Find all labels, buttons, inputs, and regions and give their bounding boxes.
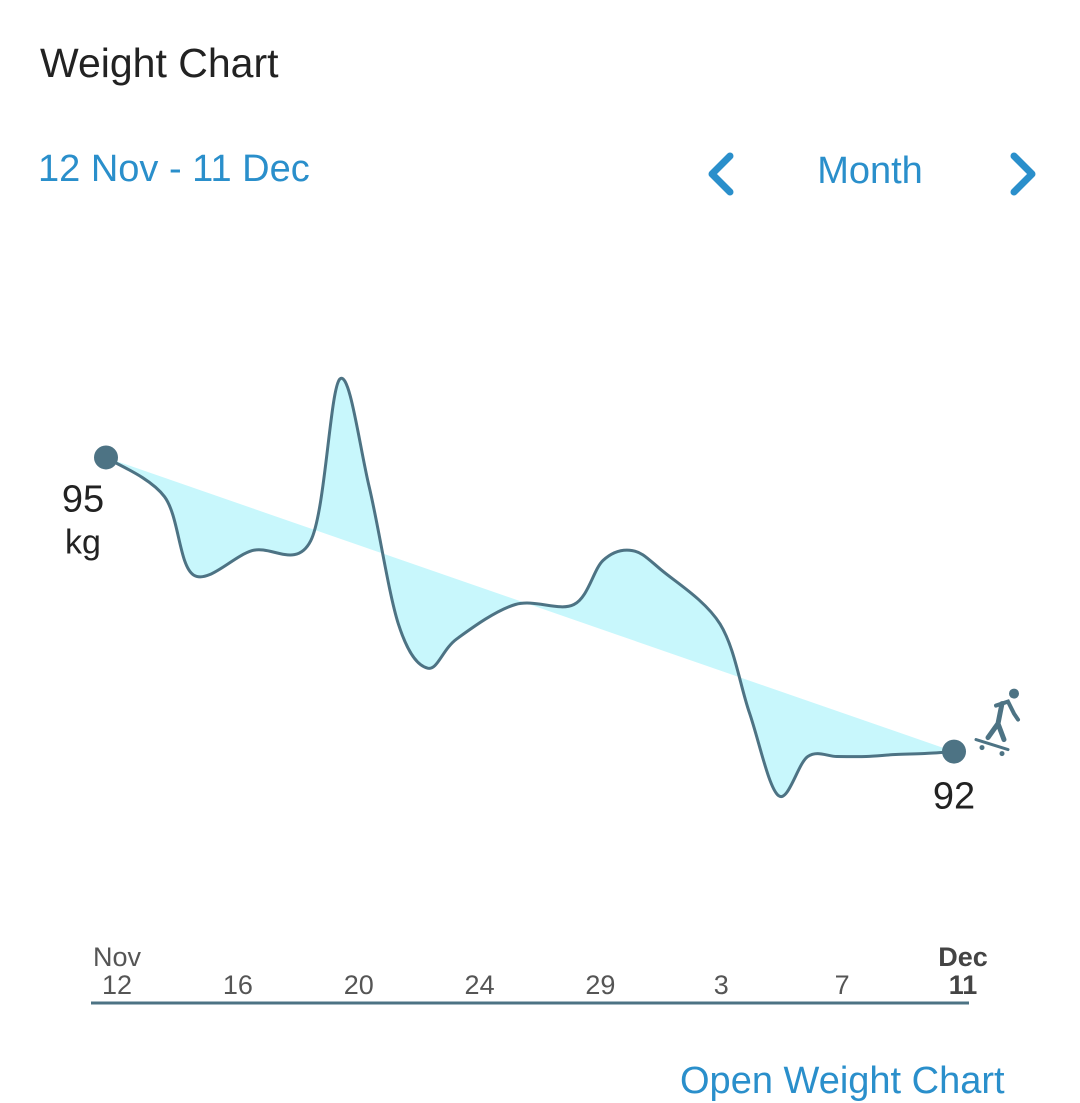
skateboard-wheel (979, 745, 985, 751)
previous-period-button[interactable] (694, 146, 750, 202)
x-tick-label: 12 (102, 970, 132, 1000)
trend-fill-area (106, 378, 954, 797)
start-unit-label: kg (65, 523, 101, 561)
skater-head (1009, 688, 1019, 699)
end-value-label: 92 (933, 776, 975, 818)
x-tick-label: 3 (714, 970, 729, 1000)
weight-line (105, 376, 955, 798)
end-point-marker (942, 739, 966, 764)
skateboard-wheel (999, 751, 1005, 757)
x-tick-label: 16 (223, 970, 253, 1000)
chevron-right-icon (1010, 152, 1036, 196)
x-tick-label: 7 (835, 970, 850, 1000)
chevron-left-icon (708, 152, 734, 196)
start-point-marker (94, 445, 118, 470)
period-label[interactable]: Month (817, 150, 923, 192)
x-tick-label: 11 (949, 970, 978, 1000)
x-tick-month-label: Dec (938, 942, 988, 972)
open-weight-chart-link[interactable]: Open Weight Chart (680, 1060, 1005, 1102)
weight-chart: 95 kg 92 Nov 12 16 20 24 29 3 7 Dec 11 (0, 230, 1080, 1030)
period-navigator: Month (690, 140, 1050, 206)
page-title: Weight Chart (40, 40, 279, 86)
x-tick-label: 20 (344, 970, 374, 1000)
skateboard-deck (974, 738, 1010, 752)
next-period-button[interactable] (994, 146, 1050, 202)
x-tick-label: 29 (585, 970, 615, 1000)
x-tick-month-label: Nov (93, 942, 142, 972)
x-tick-label: 24 (465, 970, 495, 1000)
skateboarder-icon (974, 688, 1020, 757)
skater-body (985, 701, 1007, 743)
date-range-label: 12 Nov - 11 Dec (38, 148, 310, 190)
start-value-label: 95 (62, 478, 104, 520)
